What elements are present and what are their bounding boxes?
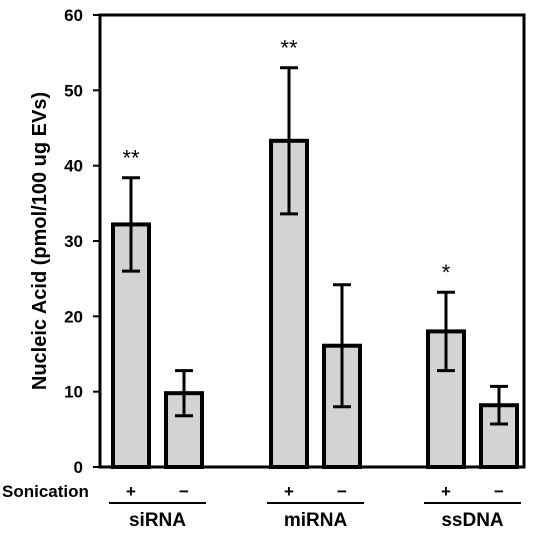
bars: ***** <box>111 36 519 470</box>
y-tick-label: 50 <box>64 81 83 100</box>
group-label: ssDNA <box>441 510 504 531</box>
sonication-condition-label: + <box>441 482 451 501</box>
y-tick-label: 0 <box>74 458 83 477</box>
group-label: siRNA <box>129 510 186 531</box>
y-axis: 0 10 20 30 40 50 60 <box>64 6 100 477</box>
sonication-condition-label: − <box>494 482 504 501</box>
sonication-condition-label: + <box>126 482 136 501</box>
sonication-condition-label: + <box>284 482 294 501</box>
significance-marker: * <box>442 260 451 285</box>
sonication-row-label: Sonication <box>2 482 89 501</box>
y-tick-label: 20 <box>64 307 83 326</box>
group-label: miRNA <box>284 510 348 531</box>
y-tick-label: 40 <box>64 157 83 176</box>
sonication-condition-label: − <box>337 482 347 501</box>
significance-marker: ** <box>280 36 298 61</box>
significance-marker: ** <box>122 146 140 171</box>
y-axis-title: Nucleic Acid (pmol/100 ug EVs) <box>29 92 51 390</box>
y-tick-label: 60 <box>64 6 83 25</box>
y-tick-label: 10 <box>64 383 83 402</box>
x-axis-labels: + − + − + − siRNA miRNA ssDNA <box>109 482 521 531</box>
y-tick-label: 30 <box>64 232 83 251</box>
sonication-condition-label: − <box>179 482 189 501</box>
